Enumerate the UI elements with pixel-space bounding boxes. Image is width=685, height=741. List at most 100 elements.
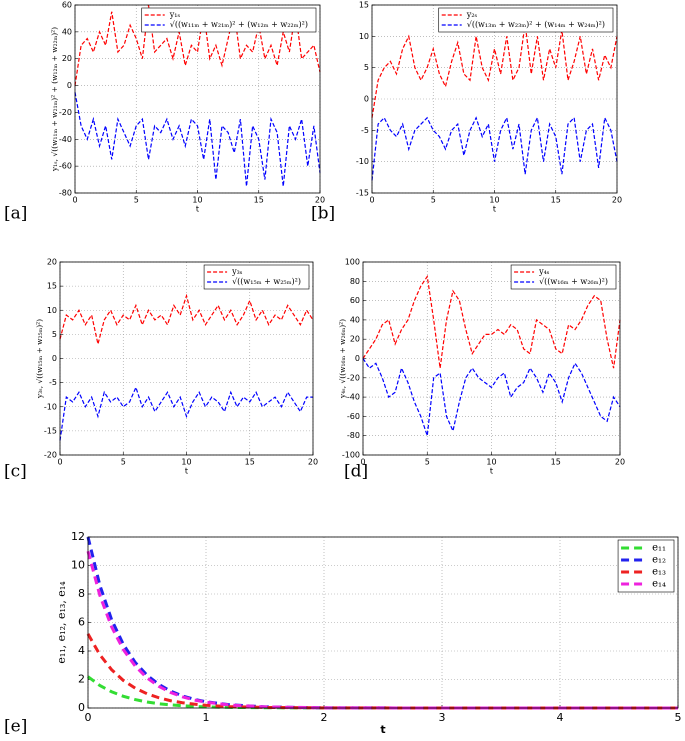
- y-tick-label: 80: [350, 277, 360, 286]
- x-tick-label: 4: [557, 711, 564, 724]
- plot-frame: [59, 261, 314, 456]
- y-tick-label: 6: [78, 616, 85, 629]
- plot-frame: [362, 261, 621, 456]
- data-line: [59, 293, 314, 345]
- x-tick-label: 20: [308, 458, 318, 467]
- y-tick-label: 10: [47, 306, 57, 315]
- x-tick-label: 0: [72, 196, 77, 205]
- legend-label: e₁₃: [652, 567, 666, 578]
- x-axis-label: t: [493, 205, 496, 214]
- legend: y₃ₛ√((w₁₅ₘ + w₂₅ₘ)²): [203, 264, 310, 290]
- legend-label: e₁₂: [652, 555, 666, 566]
- y-tick-label: -40: [347, 393, 360, 402]
- y-tick-label: 8: [78, 587, 85, 600]
- y-tick-label: -20: [44, 451, 57, 460]
- x-tick-label: 1: [203, 711, 210, 724]
- legend-label: y₂ₛ: [466, 10, 478, 19]
- legend-label: √((w₁₅ₘ + w₂₅ₘ)²): [232, 277, 301, 286]
- y-tick-label: 20: [62, 54, 72, 63]
- x-tick-label: 0: [369, 196, 374, 205]
- y-tick-label: 12: [71, 530, 85, 543]
- x-tick-label: 20: [315, 196, 325, 205]
- legend-box: [510, 264, 617, 290]
- y-tick-label: -80: [347, 431, 360, 440]
- y-tick-label: 10: [359, 32, 369, 41]
- x-tick-label: 5: [431, 196, 436, 205]
- data-line: [59, 385, 313, 441]
- data-line: [74, 92, 321, 187]
- x-tick-label: 10: [181, 458, 191, 467]
- y-tick-label: -80: [59, 189, 72, 198]
- legend: y₁ₛ√((w₁₁ₘ + w₂₁ₘ)² + (w₁₂ₘ + w₂₂ₘ)²): [141, 7, 317, 33]
- x-tick-label: 3: [439, 711, 446, 724]
- x-tick-label: 20: [615, 458, 625, 467]
- x-tick-label: 5: [121, 458, 126, 467]
- legend-label: √((w₁₆ₘ + w₂₆ₘ)²): [539, 277, 608, 286]
- y-tick-label: 15: [47, 282, 57, 291]
- data-line: [362, 358, 621, 436]
- x-tick-label: 20: [612, 196, 622, 205]
- y-tick-label: -10: [356, 157, 369, 166]
- data-line: [371, 115, 618, 181]
- x-tick-label: 0: [85, 711, 92, 724]
- y-tick-label: 15: [359, 1, 369, 10]
- x-tick-label: 15: [245, 458, 255, 467]
- data-line: [86, 536, 678, 710]
- y-tick-label: 2: [78, 673, 85, 686]
- x-tick-label: 5: [675, 711, 682, 724]
- y-tick-label: 100: [345, 258, 360, 267]
- x-tick-label: 0: [360, 458, 365, 467]
- x-axis-label: t: [185, 467, 188, 476]
- y-tick-label: -20: [59, 108, 72, 117]
- y-tick-label: 60: [62, 1, 72, 10]
- y-axis-label: y₃ₛ, √((w₁₅ₘ + w₂₅ₘ)²): [35, 319, 44, 399]
- y-tick-label: -5: [49, 378, 57, 387]
- legend: y₂ₛ√((w₁₃ₘ + w₂₃ₘ)² + (w₁₄ₘ + w₂₄ₘ)²): [438, 7, 614, 33]
- panel-label: [c]: [4, 462, 27, 482]
- y-tick-label: -20: [347, 373, 360, 382]
- x-tick-label: 5: [134, 196, 139, 205]
- x-tick-label: 10: [489, 196, 499, 205]
- plot-frame: [371, 4, 618, 194]
- x-tick-label: 2: [321, 711, 328, 724]
- legend-box: [141, 7, 317, 33]
- legend-label: e₁₄: [652, 579, 666, 590]
- x-tick-label: 15: [551, 458, 561, 467]
- y-axis-label: y₄ₛ, √((w₁₆ₘ + w₂₆ₘ)²): [338, 319, 347, 399]
- data-line: [371, 23, 618, 118]
- y-tick-label: 0: [52, 354, 57, 363]
- y-tick-label: -5: [361, 126, 369, 135]
- y-tick-label: 0: [364, 95, 369, 104]
- x-axis-label: t: [490, 467, 493, 476]
- y-tick-label: -60: [59, 162, 72, 171]
- x-tick-label: 5: [425, 458, 430, 467]
- panel-label: [a]: [4, 204, 27, 224]
- y-tick-label: -40: [59, 135, 72, 144]
- x-tick-label: 15: [254, 196, 264, 205]
- y-tick-label: 20: [350, 335, 360, 344]
- y-axis-label: y₁ₛ, √((w₁₁ₘ + w₂₁ₘ)² + (w₁₂ₘ + w₂₂ₘ)²): [50, 27, 59, 172]
- plot-frame: [87, 536, 679, 709]
- legend-label: √((w₁₃ₘ + w₂₃ₘ)² + (w₁₄ₘ + w₂₄ₘ)²): [467, 20, 605, 29]
- y-tick-label: -15: [44, 426, 57, 435]
- x-axis-label: t: [380, 723, 385, 736]
- y-tick-label: 0: [67, 81, 72, 90]
- x-tick-label: 0: [57, 458, 62, 467]
- legend-label: y₄ₛ: [538, 267, 550, 276]
- y-tick-label: 20: [47, 258, 57, 267]
- y-tick-label: -10: [44, 402, 57, 411]
- panel-label: [b]: [311, 204, 335, 224]
- x-axis-label: t: [196, 205, 199, 214]
- y-axis-label: e₁₁, e₁₂, e₁₃, e₁₄: [55, 581, 68, 664]
- y-tick-label: 0: [355, 354, 360, 363]
- legend-box: [438, 7, 614, 33]
- x-tick-label: 15: [551, 196, 561, 205]
- legend-label: e₁₁: [652, 543, 666, 554]
- panel-label: [e]: [4, 717, 27, 737]
- legend-label: y₁ₛ: [169, 10, 181, 19]
- x-tick-label: 10: [486, 458, 496, 467]
- legend: y₄ₛ√((w₁₆ₘ + w₂₆ₘ)²): [510, 264, 617, 290]
